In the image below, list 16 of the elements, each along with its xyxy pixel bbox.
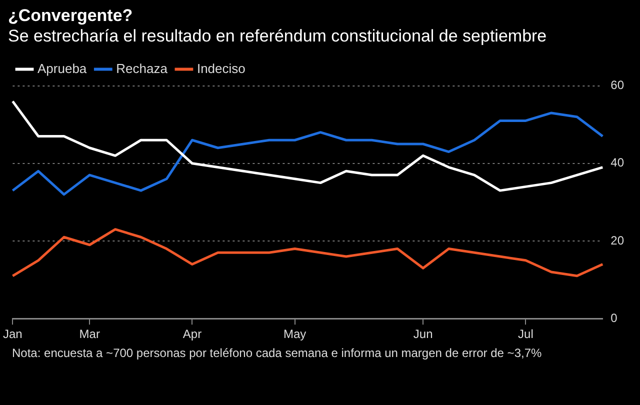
x-tick-label: Apr <box>182 327 202 342</box>
x-tick-label: Jun <box>413 327 433 342</box>
x-tick-label: Jul <box>518 327 534 342</box>
legend-label: Indeciso <box>196 60 246 76</box>
y-tick-label: 60 <box>610 78 624 92</box>
x-tick-label: Mar <box>79 327 100 342</box>
y-tick-label: 0 <box>610 310 618 325</box>
y-tick-label: 20 <box>610 233 624 248</box>
legend-label: Rechaza <box>116 60 168 76</box>
legend-label: Aprueba <box>38 60 88 76</box>
chart-title: ¿Convergente? <box>8 6 133 25</box>
y-tick-label: 40 <box>610 156 624 170</box>
chart-subtitle: Se estrecharía el resultado en referéndum constitucional de septiembre <box>8 26 547 46</box>
x-tick-label: May <box>284 327 306 342</box>
x-tick-label: Jan <box>2 327 22 342</box>
text: Nota: encuesta a ~700 personas por teléfono cada semana e informa un margen de error de ~3,7% <box>12 346 543 361</box>
